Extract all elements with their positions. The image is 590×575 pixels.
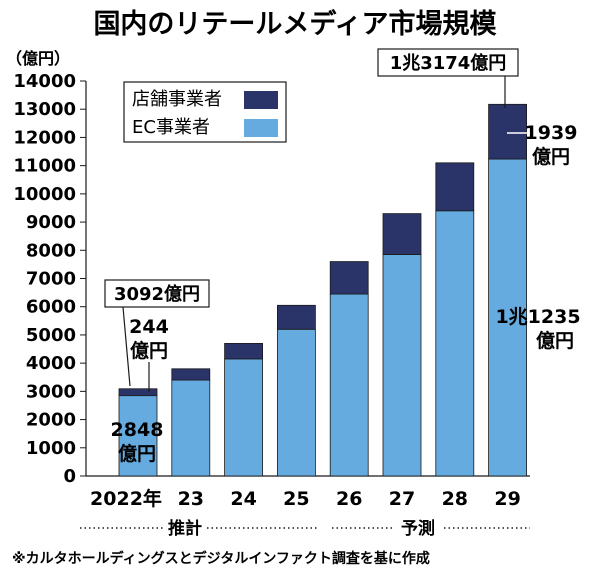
bar-ec-5: [382, 254, 422, 477]
bar-ec-6: [435, 210, 475, 477]
store-2022-value: 244: [129, 316, 169, 338]
bar-group: [118, 103, 528, 477]
annotations-2029: 1兆3174億円 1939 億円 1兆1235 億円: [377, 48, 581, 352]
x-axis-categories: 2022年 23 24 25 26 27 28 29: [90, 487, 521, 510]
y-axis-unit: （億円）: [6, 49, 70, 68]
legend-swatch-store: [244, 91, 278, 109]
total-2022-label: 3092億円: [114, 283, 200, 305]
legend-label-store: 店舗事業者: [132, 89, 222, 110]
x-category-label: 29: [494, 488, 520, 510]
store-2022-unit: 億円: [130, 339, 168, 362]
y-tick-label: 7000: [26, 269, 76, 290]
ec-2029-unit: 億円: [536, 329, 574, 352]
y-tick-label: 12000: [13, 127, 76, 148]
y-axis-ticks: 0 1000 2000 3000 4000 5000 6000 7000 8000 9000 100…: [13, 71, 530, 487]
ec-2022-unit: 億円: [118, 442, 156, 465]
y-tick-label: 11000: [13, 156, 76, 177]
y-tick-label: 2000: [26, 410, 76, 431]
estimate-label: 推計: [168, 518, 202, 539]
source-note: ※カルタホールディングスとデジタルインファクト調査を基に作成: [12, 550, 430, 567]
bar-store-1: [171, 368, 211, 381]
x-category-label: 2022年: [90, 487, 162, 510]
y-tick-label: 1000: [26, 438, 76, 459]
x-category-label: 28: [442, 488, 468, 510]
bar-store-0: [118, 388, 158, 397]
forecast-label: 予測: [401, 518, 435, 539]
legend-swatch-ec: [244, 119, 278, 137]
y-tick-label: 0: [63, 466, 76, 487]
annotations-2022: 3092億円 244 億円 2848 億円: [104, 279, 210, 465]
bar-store-2: [224, 342, 264, 360]
total-2022-box: [104, 279, 210, 308]
ec-2022-value: 2848: [111, 419, 164, 441]
bar-ec-7: [488, 158, 528, 477]
bar-store-5: [382, 213, 422, 255]
y-tick-label: 8000: [26, 240, 76, 261]
bar-store-3: [276, 304, 316, 330]
x-category-label: 26: [336, 488, 362, 510]
legend-label-ec: EC事業者: [132, 117, 210, 138]
x-category-label: 25: [283, 488, 309, 510]
y-tick-label: 6000: [26, 297, 76, 318]
total-2029-box: [377, 48, 519, 77]
x-category-label: 23: [178, 488, 204, 510]
y-tick-label: 5000: [26, 325, 76, 346]
bar-store-4: [329, 261, 369, 295]
store-2029-value: 1939: [525, 122, 578, 144]
store-2029-unit: 億円: [532, 145, 570, 168]
legend: 店舗事業者 EC事業者: [123, 81, 287, 143]
total-2022-leader: [122, 306, 131, 387]
total-2029-label: 1兆3174億円: [390, 52, 507, 74]
bar-ec-1: [171, 379, 211, 477]
period-labels: 推計 予測: [80, 518, 530, 539]
x-category-label: 27: [389, 488, 415, 510]
chart-title: 国内のリテールメディア市場規模: [93, 8, 496, 40]
bar-ec-4: [329, 293, 369, 477]
y-tick-label: 4000: [26, 353, 76, 374]
y-tick-label: 14000: [13, 71, 76, 92]
y-tick-label: 10000: [13, 184, 76, 205]
bar-ec-3: [276, 328, 316, 477]
x-category-label: 24: [230, 488, 256, 510]
y-tick-label: 3000: [26, 381, 76, 402]
ec-2029-value: 1兆1235: [495, 306, 580, 328]
bar-store-7: [488, 103, 528, 160]
bar-ec-2: [224, 358, 264, 477]
y-tick-label: 9000: [26, 212, 76, 233]
bar-store-6: [435, 162, 475, 212]
y-tick-label: 13000: [13, 99, 76, 120]
